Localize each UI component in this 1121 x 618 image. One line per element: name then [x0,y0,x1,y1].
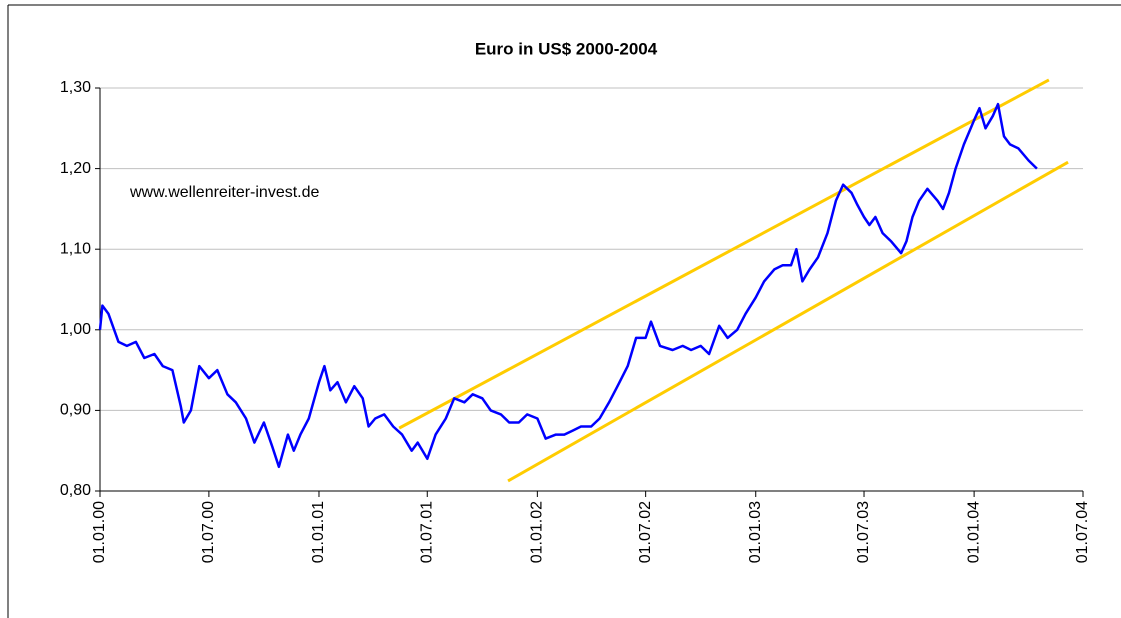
y-tick-label: 1,30 [60,79,91,96]
series-line [98,102,1038,469]
annotation: www.wellenreiter-invest.de [129,184,320,201]
trend-line [398,78,1050,430]
x-tick-label: 01.07.03 [855,501,872,563]
y-tick-label: 1,20 [60,160,91,177]
x-tick-label: 01.07.00 [200,501,217,563]
x-tick-label: 01.01.04 [965,501,982,563]
trend-line [507,160,1069,483]
x-tick-label: 01.07.01 [418,501,435,563]
x-tick-label: 01.01.00 [91,501,108,563]
y-tick-label: 0,90 [60,402,91,419]
chart-title: Euro in US$ 2000-2004 [475,39,658,58]
x-tick-label: 01.01.02 [529,501,546,563]
x-tick-label: 01.01.01 [310,501,327,563]
x-tick-label: 01.07.04 [1074,501,1091,563]
y-tick-label: 1,00 [60,321,91,338]
x-tick-label: 01.01.03 [747,501,764,563]
y-tick-label: 0,80 [60,482,91,499]
x-tick-label: 01.07.02 [637,501,654,563]
y-tick-label: 1,10 [60,240,91,257]
